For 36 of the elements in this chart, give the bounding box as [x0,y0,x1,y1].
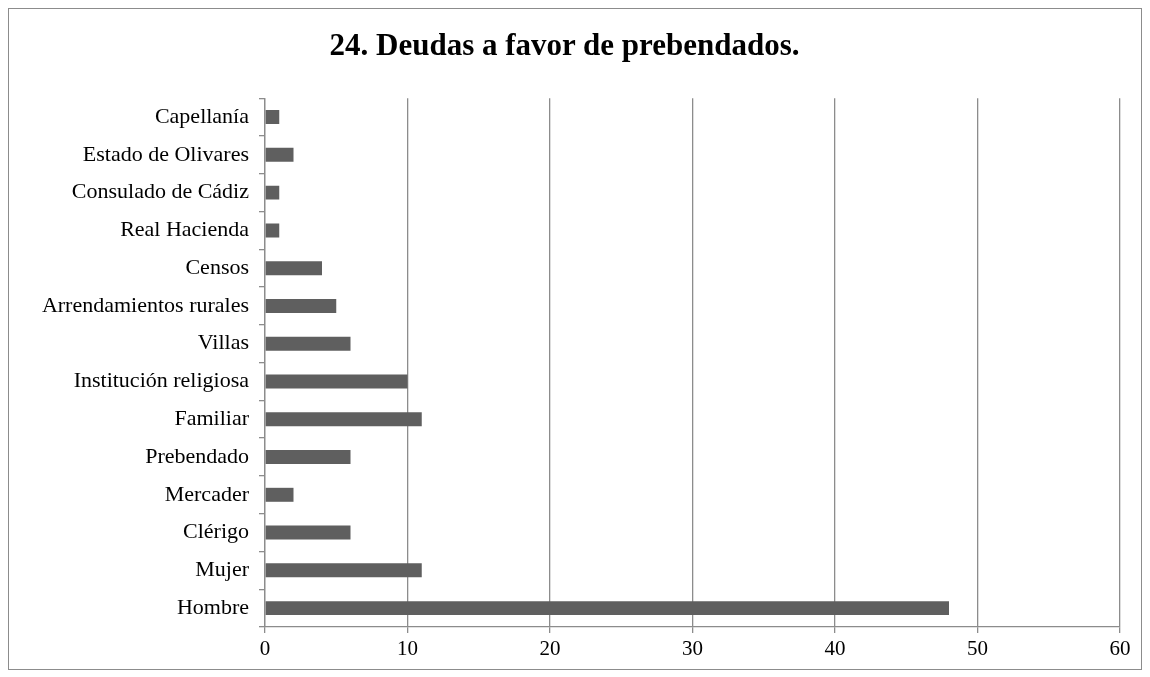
y-tick-label: Estado de Olivares [82,140,249,166]
x-tick-label: 40 [824,636,846,661]
y-tick-label: Institución religiosa [73,367,250,393]
chart-title: 24. Deudas a favor de prebendados. [329,26,800,62]
bar [265,147,294,162]
bar [265,110,280,125]
x-tick-label: 30 [682,636,703,661]
bar [265,525,351,540]
bar [265,601,949,616]
bar [265,261,322,276]
bar [265,563,422,578]
y-tick-label: Consulado de Cádiz [71,178,250,204]
y-tick-label: Familiar [174,405,250,431]
x-tick-label: 0 [259,636,271,661]
x-tick-label: 20 [539,636,561,661]
y-tick-label: Capellanía [154,102,250,128]
bar [265,298,337,313]
y-tick-label: Hombre [176,593,249,619]
bar [265,336,351,351]
y-tick-label: Real Hacienda [120,216,250,242]
bar [265,487,294,502]
bar [265,374,408,389]
bar [265,185,280,200]
x-tick-label: 50 [967,636,988,661]
y-tick-label: Mercader [164,480,250,506]
y-tick-label: Censos [185,253,249,279]
y-tick-label: Clérigo [183,518,249,544]
bar [265,450,351,465]
y-tick-label: Mujer [195,556,250,582]
x-tick-label: 10 [397,636,418,661]
bar [265,223,280,238]
y-tick-label: Arrendamientos rurales [41,291,249,317]
y-tick-label: Prebendado [145,442,249,468]
y-tick-label: Villas [197,329,249,355]
bar [265,412,422,427]
x-tick-label: 60 [1109,636,1131,661]
